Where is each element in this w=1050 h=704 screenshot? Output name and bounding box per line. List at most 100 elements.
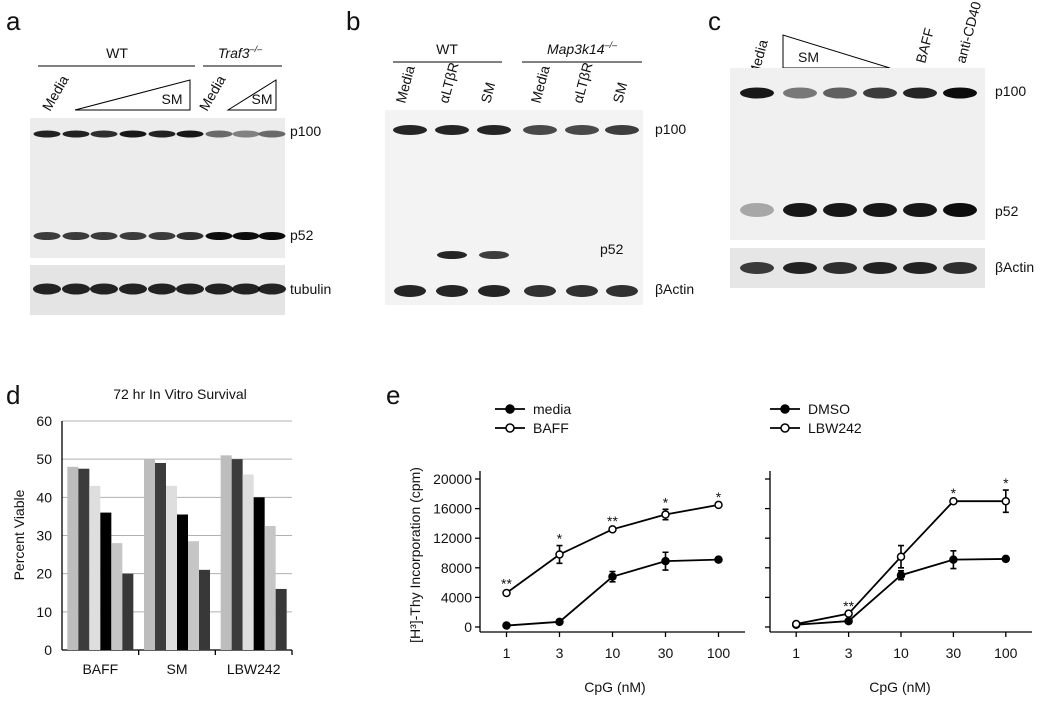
band: [479, 251, 509, 259]
bar: [111, 543, 123, 650]
y-tick-label: 10: [36, 604, 52, 620]
band-label: p52: [600, 241, 624, 257]
data-point: [791, 619, 801, 629]
band: [823, 87, 857, 99]
band: [740, 203, 774, 217]
x-tick-label: 10: [893, 645, 909, 661]
data-point: [844, 609, 853, 618]
legend-marker: [505, 404, 515, 414]
lane-label: Media: [196, 72, 229, 113]
bar: [220, 455, 232, 650]
band-label: p52: [290, 227, 314, 243]
y-tick-label: 16000: [433, 501, 472, 517]
y-tick-label: 50: [36, 451, 52, 467]
lane-label: Media: [527, 64, 552, 105]
y-tick-label: 40: [36, 489, 52, 505]
band-label: tubulin: [290, 281, 331, 297]
data-point: [555, 617, 564, 627]
bar: [89, 485, 101, 650]
band: [176, 130, 204, 138]
y-tick-label: 20000: [433, 471, 472, 487]
lane-label: αLTβR: [435, 60, 461, 104]
x-tick-label: 100: [994, 645, 1018, 661]
group-label: WT: [436, 41, 458, 57]
panel-label: a: [6, 6, 21, 36]
legend-marker: [505, 423, 515, 433]
bar: [177, 514, 188, 650]
band: [903, 203, 937, 217]
band: [943, 262, 977, 274]
gradient-triangle: [74, 79, 191, 111]
lane-label: SM: [162, 91, 183, 107]
bar: [144, 459, 155, 650]
band: [863, 262, 897, 274]
bar: [199, 569, 210, 650]
band: [783, 262, 817, 274]
bar: [264, 525, 276, 650]
band: [477, 125, 511, 135]
x-tick-label: 1: [503, 645, 511, 661]
x-tick-label: 30: [946, 645, 962, 661]
lane-label: Media: [392, 64, 417, 105]
band: [394, 285, 426, 297]
band: [258, 130, 286, 138]
band: [62, 232, 90, 240]
y-tick-label: 60: [36, 413, 52, 429]
panel-label: c: [708, 6, 721, 36]
band: [33, 130, 61, 138]
bar: [188, 541, 199, 650]
bar: [231, 459, 243, 650]
group-label: Traf3–/–: [218, 44, 263, 61]
band: [176, 283, 204, 295]
bar: [67, 466, 79, 650]
legend-label: media: [533, 401, 571, 417]
series-line: [796, 558, 1006, 626]
data-point: [608, 525, 617, 534]
bar: [275, 588, 287, 650]
lane-label: SM: [252, 91, 273, 107]
lane-label: SM: [609, 80, 630, 104]
lane-label: αLTβR: [569, 60, 595, 104]
band: [437, 251, 467, 259]
band: [33, 232, 61, 240]
panel-label: b: [346, 6, 360, 36]
significance: **: [607, 513, 618, 529]
band: [435, 125, 469, 135]
group-name: Traf3: [218, 45, 250, 61]
group-sup: –/–: [249, 44, 264, 54]
band: [605, 125, 639, 135]
band: [863, 87, 897, 99]
x-tick-label: SM: [167, 661, 188, 677]
band: [943, 87, 977, 99]
group-label: Map3k14–/–: [547, 40, 618, 57]
panel-label: d: [6, 380, 20, 410]
band: [148, 283, 176, 295]
band: [393, 125, 427, 135]
band: [33, 283, 61, 295]
bar: [100, 512, 112, 650]
legend-label: BAFF: [533, 420, 569, 436]
x-tick-label: LBW242: [227, 661, 281, 677]
band: [524, 285, 556, 297]
y-tick-label: 8000: [441, 560, 472, 576]
data-point: [844, 616, 853, 626]
y-tick-label: 0: [464, 619, 472, 635]
significance: *: [557, 531, 563, 547]
band: [205, 283, 233, 295]
bar: [242, 474, 254, 650]
x-tick-label: 100: [707, 645, 731, 661]
band: [119, 130, 147, 138]
significance: *: [951, 485, 957, 501]
panel-label: e: [386, 380, 400, 410]
band: [258, 232, 286, 240]
band-label: p100: [655, 121, 686, 137]
y-axis-label: Percent Viable: [11, 489, 27, 580]
band: [565, 125, 599, 135]
band: [740, 262, 774, 274]
band: [566, 285, 598, 297]
band-label: βActin: [995, 259, 1034, 275]
data-point: [555, 550, 564, 559]
blot: [730, 68, 985, 240]
band: [783, 203, 817, 217]
